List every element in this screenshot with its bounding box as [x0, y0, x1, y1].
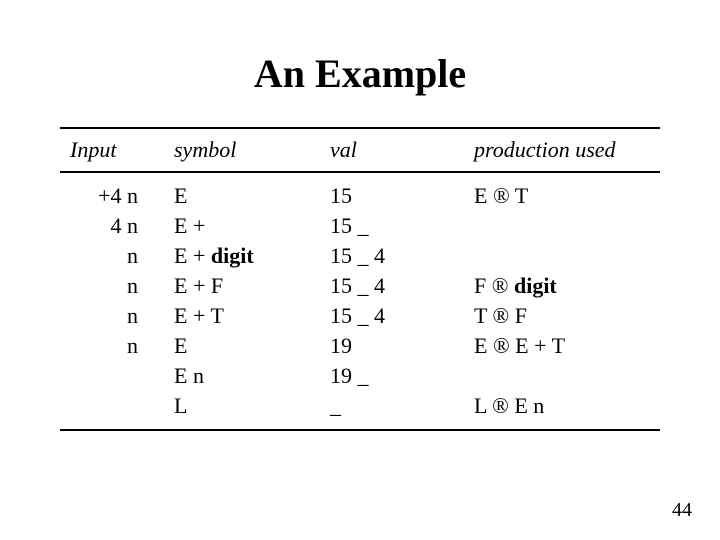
- cell-input: [60, 361, 168, 391]
- table-row: nE + digit15 _ 4: [60, 241, 660, 271]
- cell-production: F ® digit: [468, 271, 660, 301]
- cell-val: 19 _: [324, 361, 468, 391]
- cell-val: 15 _ 4: [324, 271, 468, 301]
- cell-val: 15 _ 4: [324, 241, 468, 271]
- cell-val: _: [324, 391, 468, 430]
- cell-symbol: E + digit: [168, 241, 324, 271]
- cell-production: [468, 211, 660, 241]
- table-row: E n19 _: [60, 361, 660, 391]
- col-header-val: val: [324, 128, 468, 172]
- table-row: nE19E ® E + T: [60, 331, 660, 361]
- slide-title: An Example: [0, 0, 720, 127]
- cell-symbol: E: [168, 172, 324, 211]
- cell-production: E ® E + T: [468, 331, 660, 361]
- slide: An Example Input symbol val production u…: [0, 0, 720, 540]
- cell-val: 15 _ 4: [324, 301, 468, 331]
- cell-input: 4 n: [60, 211, 168, 241]
- cell-symbol: E: [168, 331, 324, 361]
- col-header-production: production used: [468, 128, 660, 172]
- table-row: +4 nE15E ® T: [60, 172, 660, 211]
- example-table: Input symbol val production used +4 nE15…: [60, 127, 660, 431]
- cell-production: L ® E n: [468, 391, 660, 430]
- cell-input: +4 n: [60, 172, 168, 211]
- cell-input: n: [60, 331, 168, 361]
- cell-input: n: [60, 301, 168, 331]
- cell-input: n: [60, 241, 168, 271]
- table-row: nE + T15 _ 4T ® F: [60, 301, 660, 331]
- table-row: L_L ® E n: [60, 391, 660, 430]
- page-number: 44: [672, 499, 692, 522]
- cell-val: 19: [324, 331, 468, 361]
- cell-symbol: E + T: [168, 301, 324, 331]
- cell-symbol: E n: [168, 361, 324, 391]
- cell-val: 15 _: [324, 211, 468, 241]
- col-header-input: Input: [60, 128, 168, 172]
- col-header-symbol: symbol: [168, 128, 324, 172]
- cell-input: n: [60, 271, 168, 301]
- cell-symbol: E +: [168, 211, 324, 241]
- cell-production: E ® T: [468, 172, 660, 211]
- cell-production: [468, 361, 660, 391]
- cell-val: 15: [324, 172, 468, 211]
- cell-symbol: E + F: [168, 271, 324, 301]
- example-table-wrap: Input symbol val production used +4 nE15…: [60, 127, 660, 431]
- cell-input: [60, 391, 168, 430]
- cell-production: T ® F: [468, 301, 660, 331]
- cell-production: [468, 241, 660, 271]
- cell-symbol: L: [168, 391, 324, 430]
- table-row: 4 nE +15 _: [60, 211, 660, 241]
- table-header-row: Input symbol val production used: [60, 128, 660, 172]
- table-row: nE + F15 _ 4F ® digit: [60, 271, 660, 301]
- table-body: +4 nE15E ® T4 nE +15 _nE + digit15 _ 4nE…: [60, 172, 660, 430]
